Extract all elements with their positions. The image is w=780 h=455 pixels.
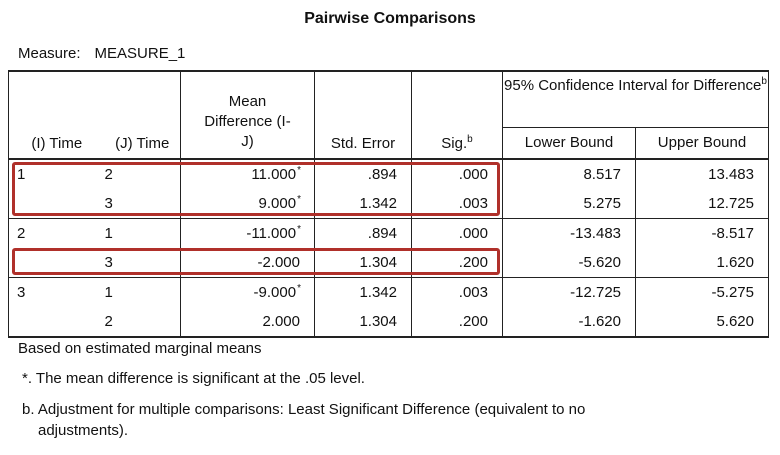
header-ci-group: 95% Confidence Interval for Differenceb [502,70,769,127]
footnote-adjustment-line2: adjustments). [38,422,129,439]
cell-i-time [8,189,97,219]
cell-lower-bound: -12.725 [502,277,636,307]
cell-mean-difference: -11.000* [180,218,315,248]
table-title: Pairwise Comparisons [304,10,476,27]
header-std-error: Std. Error [314,70,412,160]
cell-mean-difference: -2.000 [180,248,315,278]
cell-std-error: .894 [314,158,412,189]
header-j-time: (J) Time [96,70,181,160]
cell-mean-difference: 2.000 [180,307,315,338]
cell-lower-bound: -13.483 [502,218,636,248]
cell-std-error: 1.304 [314,307,412,338]
cell-upper-bound: -5.275 [635,277,769,307]
cell-upper-bound: 12.725 [635,189,769,219]
footnote-significance: *. The mean difference is significant at… [22,370,365,387]
cell-i-time: 3 [8,277,97,307]
cell-std-error: 1.342 [314,189,412,219]
cell-mean-value: 9.000 [258,195,297,212]
cell-std-error: .894 [314,218,412,248]
header-lower-bound: Lower Bound [502,126,636,160]
table-row: 3 -2.000 1.304 .200 -5.620 1.620 [8,248,769,278]
cell-sig: .003 [411,277,503,307]
cell-sig: .000 [411,218,503,248]
cell-upper-bound: 5.620 [635,307,769,338]
cell-mean-value: 2.000 [262,313,300,330]
cell-i-time [8,307,97,338]
measure-value: MEASURE_1 [94,45,186,62]
cell-j-time: 1 [96,277,181,307]
cell-mean-difference: 11.000* [180,158,315,189]
header-upper-bound: Upper Bound [635,126,769,160]
table-row: 1 2 11.000* .894 .000 8.517 13.483 [8,158,769,189]
cell-i-time: 1 [8,158,97,189]
measure-label: Measure: [18,45,81,62]
cell-i-time: 2 [8,218,97,248]
cell-mean-value: 11.000 [251,166,297,183]
cell-i-time [8,248,97,278]
significance-star: * [297,194,301,205]
footnote-adjustment-line1: b. Adjustment for multiple comparisons: … [22,401,586,418]
cell-mean-value: -9.000 [253,284,297,301]
header-sig-superscript: b [467,134,473,145]
cell-j-time: 2 [96,158,181,189]
header-ci-label: 95% Confidence Interval for Difference [504,77,762,94]
cell-mean-difference: -9.000* [180,277,315,307]
cell-j-time: 3 [96,248,181,278]
header-mean-difference: Mean Difference (I-J) [180,70,315,160]
table-row: 3 1 -9.000* 1.342 .003 -12.725 -5.275 [8,277,769,307]
cell-lower-bound: -5.620 [502,248,636,278]
measure-line: Measure: MEASURE_1 [18,45,185,62]
header-i-time: (I) Time [8,70,97,160]
cell-std-error: 1.342 [314,277,412,307]
table-row: 2 2.000 1.304 .200 -1.620 5.620 [8,307,769,338]
cell-sig: .000 [411,158,503,189]
cell-upper-bound: 13.483 [635,158,769,189]
cell-j-time: 2 [96,307,181,338]
cell-j-time: 3 [96,189,181,219]
cell-mean-value: -11.000 [246,225,297,242]
cell-lower-bound: 8.517 [502,158,636,189]
cell-j-time: 1 [96,218,181,248]
cell-mean-value: -2.000 [257,254,300,271]
header-sig: Sig.b [411,70,503,160]
table-row: 3 9.000* 1.342 .003 5.275 12.725 [8,189,769,219]
cell-lower-bound: -1.620 [502,307,636,338]
cell-std-error: 1.304 [314,248,412,278]
cell-upper-bound: 1.620 [635,248,769,278]
table-row: 2 1 -11.000* .894 .000 -13.483 -8.517 [8,218,769,248]
cell-sig: .003 [411,189,503,219]
cell-mean-difference: 9.000* [180,189,315,219]
significance-star: * [297,283,301,294]
cell-upper-bound: -8.517 [635,218,769,248]
header-sig-label: Sig. [441,135,468,152]
cell-sig: .200 [411,307,503,338]
footnote-based-on: Based on estimated marginal means [18,340,262,357]
significance-star: * [297,224,301,235]
significance-star: * [297,165,301,176]
pairwise-comparisons-table: (I) Time (J) Time Mean Difference (I-J) … [8,70,769,338]
cell-sig: .200 [411,248,503,278]
cell-lower-bound: 5.275 [502,189,636,219]
header-ci-superscript: b [761,76,767,87]
